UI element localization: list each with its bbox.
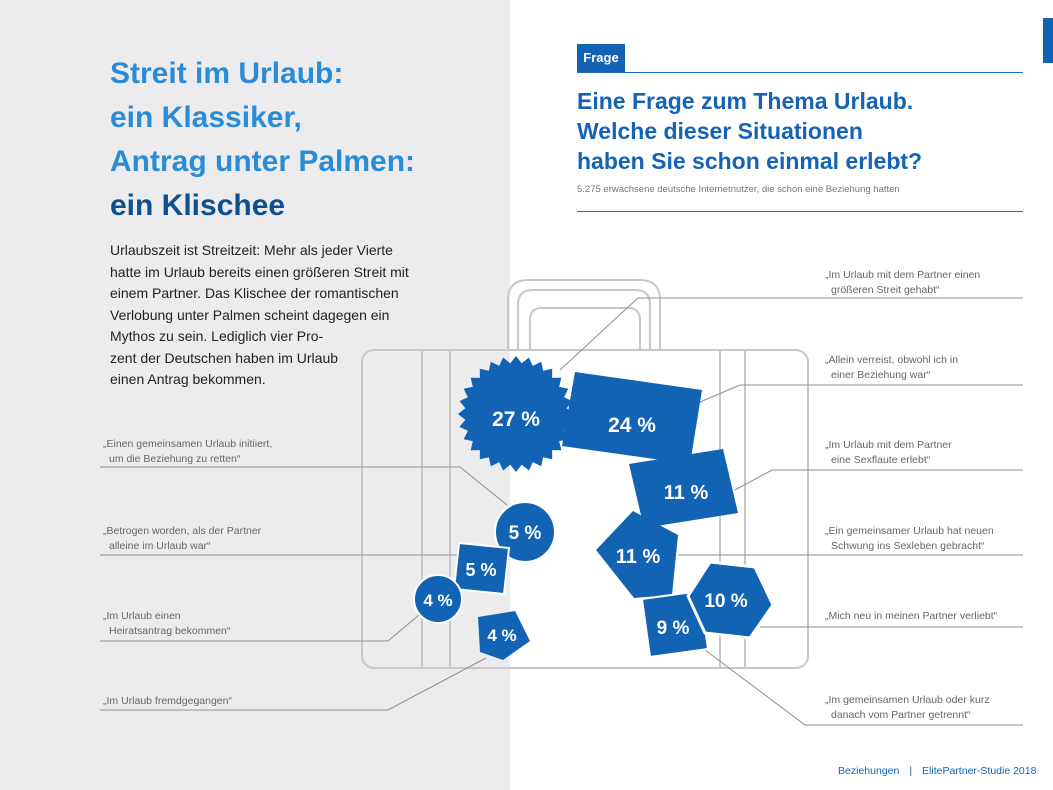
- intro-line: einem Partner. Das Klischee der romantis…: [110, 285, 399, 301]
- circle-shape: [494, 501, 556, 563]
- label-betrogen: „Betrogen worden, als der Partner allein…: [103, 524, 261, 554]
- intro-text: Urlaubszeit ist Streitzeit: Mehr als jed…: [110, 240, 410, 391]
- badge-10: 10 %: [686, 560, 775, 640]
- label-line: danach vom Partner getrennt“: [831, 709, 971, 721]
- label-urlaub-initiiert: „Einen gemeinsamen Urlaub initiiert, um …: [103, 437, 272, 467]
- badge-27: 27 %: [458, 356, 574, 472]
- label-heiratsantrag: „Im Urlaub einen Heiratsantrag bekommen“: [103, 609, 230, 639]
- headline-line: Antrag unter Palmen:: [110, 145, 416, 178]
- label-line: alleine im Urlaub war“: [109, 540, 211, 552]
- question-line: Eine Frage zum Thema Urlaub.: [577, 88, 914, 114]
- badge-value: 24 %: [608, 414, 656, 437]
- label-line: „Betrogen worden, als der Partner: [103, 525, 262, 537]
- footer-separator: |: [909, 765, 913, 777]
- question-line: haben Sie schon einmal erlebt?: [577, 148, 923, 174]
- question-heading: Eine Frage zum Thema Urlaub. Welche dies…: [577, 86, 1017, 176]
- badge-11-pentagon: 11 %: [596, 511, 678, 598]
- label-line: „Im Urlaub fremdgegangen“: [103, 695, 232, 707]
- intro-line: hatte im Urlaub bereits einen größeren S…: [110, 263, 409, 280]
- footer-study: ElitePartner-Studie 2018: [922, 765, 1037, 777]
- page-headline: Streit im Urlaub: ein Klassiker, Antrag …: [110, 52, 440, 228]
- label-line: „Ein gemeinsamer Urlaub hat neuen: [825, 525, 994, 537]
- badge-value: 10 %: [704, 591, 747, 612]
- intro-line: zent der Deutschen haben im Urlaub: [110, 349, 339, 366]
- intro-line: Verlobung unter Palmen scheint dagegen e…: [110, 306, 390, 323]
- label-getrennt: „Im gemeinsamen Urlaub oder kurz danach …: [825, 693, 990, 723]
- label-line: eine Sexflaute erlebt“: [831, 454, 931, 466]
- badge-5-square: 5 %: [452, 541, 511, 596]
- sample-description: 5.275 erwachsene deutsche Internetnutzer…: [577, 184, 900, 195]
- badge-4-pentagon: 4 %: [478, 611, 530, 660]
- tilted-rectangle-shape: [629, 449, 738, 528]
- label-sexflaute: „Im Urlaub mit dem Partner eine Sexflaut…: [825, 438, 952, 468]
- label-neu-verliebt: „Mich neu in meinen Partner verliebt“: [825, 609, 997, 624]
- hexagon-shape: [686, 560, 775, 640]
- label-line: einer Beziehung war“: [831, 369, 931, 381]
- question-rule: [577, 211, 1023, 212]
- pentagon-shape: [478, 611, 530, 660]
- label-line: „Im gemeinsamen Urlaub oder kurz: [825, 694, 990, 706]
- badge-value: 4 %: [423, 591, 452, 610]
- badge-9: 9 %: [640, 589, 710, 659]
- label-line: „Im Urlaub einen: [103, 610, 181, 622]
- label-line: „Einen gemeinsamen Urlaub initiiert,: [103, 438, 273, 450]
- intro-line: Urlaubszeit ist Streitzeit: Mehr als jed…: [110, 242, 393, 258]
- tilted-square-shape: [640, 589, 710, 659]
- intro-line: Mythos zu sein. Lediglich vier Pro-: [110, 328, 324, 344]
- label-allein-verreist: „Allein verreist, obwohl ich in einer Be…: [825, 353, 958, 383]
- page-accent-bar: [1043, 18, 1053, 63]
- tag-rule: [577, 72, 1023, 73]
- label-line: größeren Streit gehabt“: [831, 284, 940, 296]
- label-line: „Mich neu in meinen Partner verliebt“: [825, 610, 998, 622]
- label-line: Schwung ins Sexleben gebracht“: [831, 540, 985, 552]
- headline-line: Streit im Urlaub:: [110, 57, 344, 90]
- headline-line: ein Klassiker,: [110, 101, 302, 134]
- page-footer: Beziehungen | ElitePartner-Studie 2018: [838, 765, 1036, 777]
- badge-4-circle: 4 %: [413, 574, 463, 624]
- badge-24: 24 %: [562, 372, 702, 464]
- label-streit: „Im Urlaub mit dem Partner einen größere…: [825, 268, 980, 298]
- label-schwung: „Ein gemeinsamer Urlaub hat neuen Schwun…: [825, 524, 994, 554]
- badge-value: 11 %: [664, 482, 709, 504]
- headline-line: ein Klischee: [110, 189, 286, 222]
- badge-value: 4 %: [487, 626, 516, 645]
- intro-line: einen Antrag bekommen.: [110, 371, 266, 387]
- badge-11-rect: 11 %: [629, 449, 738, 528]
- tilted-rectangle-shape: [562, 372, 702, 464]
- badge-value: 9 %: [657, 618, 690, 639]
- circle-shape: [413, 574, 463, 624]
- label-line: „Allein verreist, obwohl ich in: [825, 354, 959, 366]
- label-line: um die Beziehung zu retten“: [109, 453, 241, 465]
- question-line: Welche dieser Situationen: [577, 118, 863, 144]
- badge-value: 5 %: [465, 560, 496, 580]
- badge-5-circle: 5 %: [494, 501, 556, 563]
- badge-value: 11 %: [616, 546, 661, 568]
- badge-value: 27 %: [492, 408, 540, 431]
- pentagon-shape: [596, 511, 678, 598]
- label-fremdgegangen: „Im Urlaub fremdgegangen“: [103, 694, 232, 709]
- label-line: Heiratsantrag bekommen“: [109, 625, 231, 637]
- label-line: „Im Urlaub mit dem Partner: [825, 439, 952, 451]
- left-panel-background: [0, 0, 510, 790]
- label-line: „Im Urlaub mit dem Partner einen: [825, 269, 981, 281]
- leader-lines: [100, 297, 1023, 726]
- footer-section: Beziehungen: [838, 765, 900, 777]
- badge-value: 5 %: [509, 523, 542, 544]
- question-tag: Frage: [577, 44, 625, 72]
- square-shape: [452, 541, 511, 596]
- starburst-shape: [458, 356, 574, 472]
